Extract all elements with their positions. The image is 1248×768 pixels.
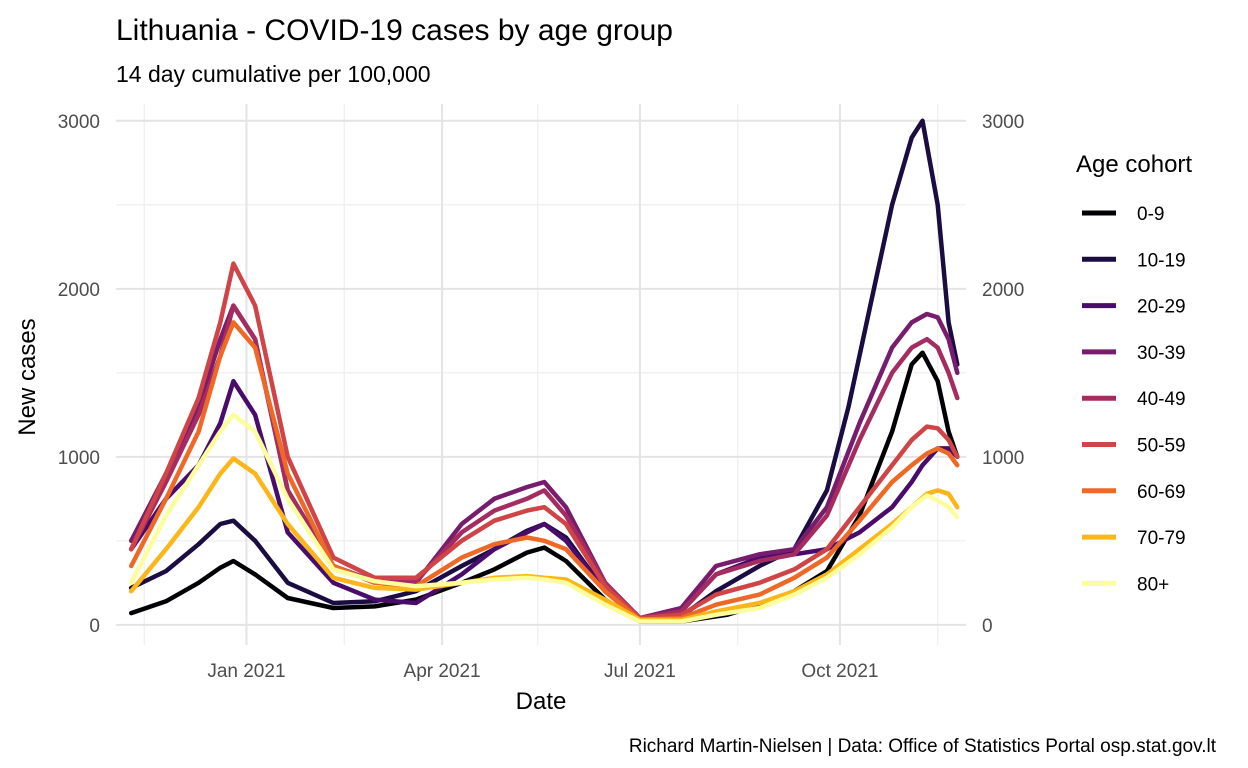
x-tick-label: Jul 2021 [604,661,676,682]
y-tick-label-right: 0 [982,616,993,637]
legend-label-10-19: 10-19 [1137,250,1186,271]
y-tick-label-left: 3000 [58,112,100,133]
series-line-60-69 [128,320,960,623]
legend-label-40-49: 40-49 [1137,389,1186,410]
y-tick-label-left: 2000 [58,280,100,301]
legend: Age cohort 0-9 10-19 20-29 30-39 40-49 50-59 6… [1076,151,1192,595]
y-tick-label-right: 2000 [982,280,1024,301]
legend-label-50-59: 50-59 [1137,436,1186,457]
chart-caption: Richard Martin-Nielsen | Data: Office of… [629,736,1217,757]
series-line-20-29 [128,378,960,621]
legend-title: Age cohort [1076,151,1192,178]
legend-label-80+: 80+ [1137,574,1169,595]
series-lines [128,118,960,624]
y-tick-label-right: 3000 [982,112,1024,133]
legend-label-70-79: 70-79 [1137,528,1186,549]
legend-label-30-39: 30-39 [1137,343,1186,364]
y-tick-label-right: 1000 [982,448,1024,469]
y-tick-label-left: 1000 [58,448,100,469]
legend-label-60-69: 60-69 [1137,482,1186,503]
x-axis-label: Date [516,688,567,715]
axes: 0 0 1000 1000 2000 2000 3000 3000 Jan 2021 Apr 20… [58,112,1025,682]
x-tick-label: Apr 2021 [404,661,481,682]
x-tick-label: Jan 2021 [207,661,285,682]
chart-title: Lithuania - COVID-19 cases by age group [116,14,673,47]
series-line-80+ [128,412,960,624]
series-line-0-9 [128,350,960,624]
y-tick-label-left: 0 [89,616,100,637]
series-line-40-49 [128,303,960,621]
series-line-50-59 [128,261,960,621]
legend-label-0-9: 0-9 [1137,204,1164,225]
y-axis-label: New cases [14,318,41,435]
legend-label-20-29: 20-29 [1137,297,1186,318]
chart-subtitle: 14 day cumulative per 100,000 [116,61,431,87]
x-tick-label: Oct 2021 [801,661,878,682]
